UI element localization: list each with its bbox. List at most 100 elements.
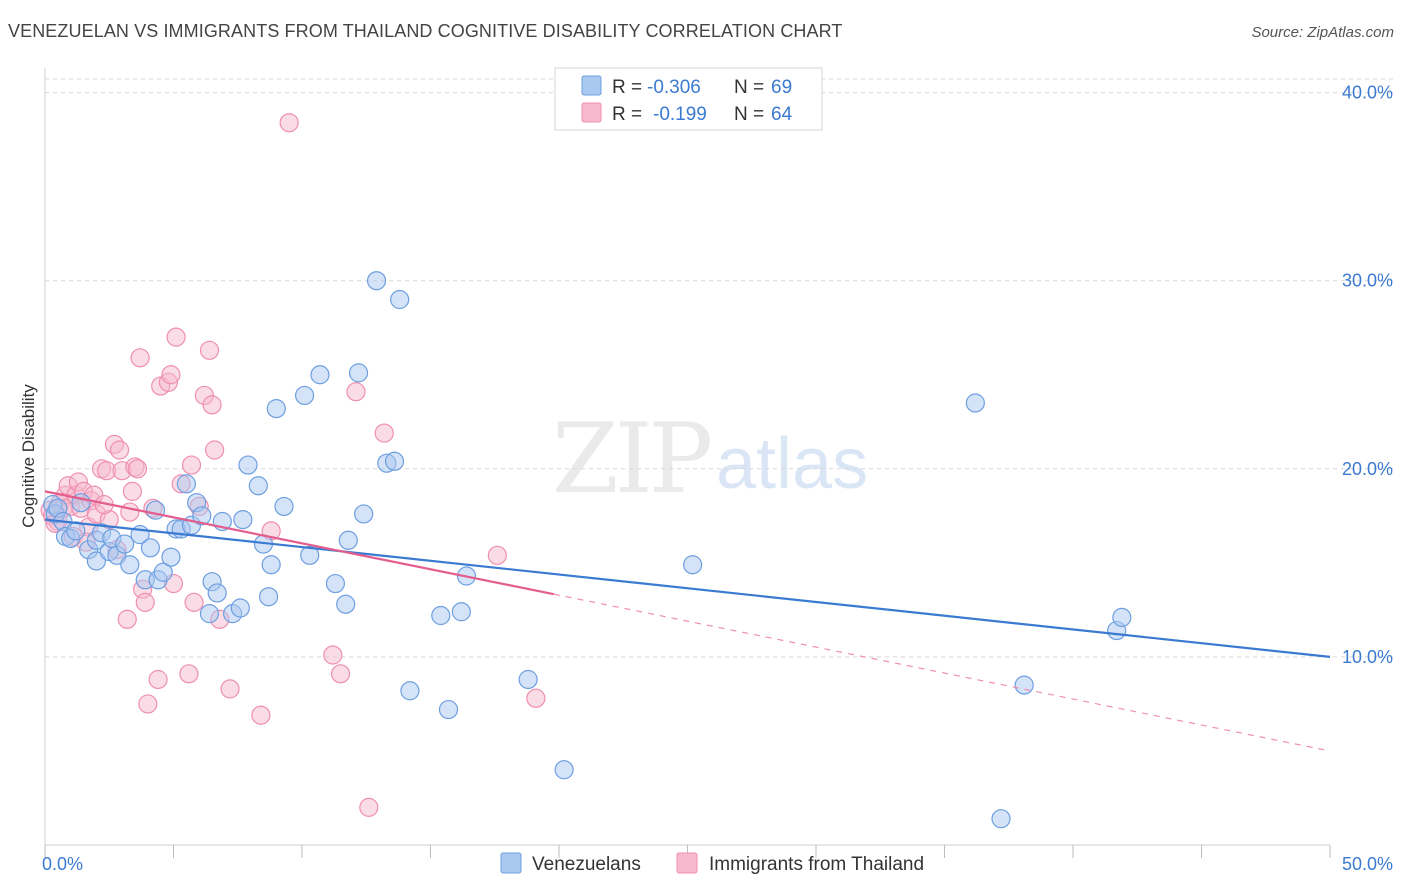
y-tick-label: 10.0% — [1342, 647, 1393, 667]
data-point-venezuelans — [115, 534, 135, 554]
data-point-venezuelans — [683, 555, 703, 575]
data-point-venezuelans — [238, 455, 258, 475]
data-point-venezuelans — [991, 809, 1011, 829]
data-point-venezuelans — [192, 506, 212, 526]
chart-title: VENEZUELAN VS IMMIGRANTS FROM THAILAND C… — [8, 21, 843, 41]
legend-r-label-2: R = — [612, 104, 642, 125]
data-point-thailand — [127, 459, 148, 479]
legend-r-value-1: -0.306 — [647, 77, 701, 98]
trend-line-thailand — [44, 490, 555, 596]
legend-n-label-2: N = — [734, 104, 764, 125]
bottom-legend-label-thailand: Immigrants from Thailand — [709, 854, 924, 875]
data-point-venezuelans — [336, 594, 356, 614]
data-point-thailand — [251, 705, 271, 725]
watermark-atlas: atlas — [716, 424, 868, 504]
y-tick-label: 40.0% — [1342, 83, 1393, 103]
trend-line-venezuelans — [44, 518, 1331, 658]
data-point-venezuelans — [438, 699, 459, 720]
data-point-thailand — [205, 440, 225, 460]
data-point-venezuelans — [354, 504, 374, 524]
watermark-zip: ZIP — [552, 403, 711, 515]
data-point-thailand — [526, 688, 546, 708]
data-point-venezuelans — [161, 547, 181, 567]
y-axis-title: Cognitive Disability — [19, 384, 38, 528]
data-point-venezuelans — [140, 538, 160, 558]
data-point-venezuelans — [230, 598, 250, 618]
series-venezuelans-points — [43, 271, 1132, 829]
legend-swatch-venezuelans — [581, 75, 602, 96]
x-tick-label-min: 0.0% — [42, 854, 83, 874]
data-point-venezuelans — [400, 681, 420, 701]
data-point-thailand — [202, 395, 222, 415]
trend-line-thailand-extrapolated — [553, 593, 1331, 752]
data-point-venezuelans — [120, 555, 140, 575]
data-point-venezuelans — [366, 271, 387, 291]
data-point-thailand — [130, 348, 150, 368]
data-point-venezuelans — [518, 669, 538, 690]
data-point-thailand — [359, 797, 379, 817]
data-point-venezuelans — [325, 573, 346, 594]
data-point-thailand — [135, 592, 155, 612]
data-point-venezuelans — [390, 289, 410, 310]
data-point-venezuelans — [176, 474, 196, 494]
legend-r-value-2: -0.199 — [653, 104, 707, 125]
x-ticks — [44, 845, 1331, 858]
watermark: ZIP atlas — [552, 403, 868, 515]
legend-swatch-thailand — [581, 102, 602, 123]
legend-n-label-1: N = — [734, 77, 764, 98]
data-point-thailand — [161, 365, 181, 385]
legend-r-label-1: R = — [612, 77, 642, 98]
data-point-thailand — [220, 679, 240, 699]
data-point-venezuelans — [294, 385, 315, 406]
series-legend: Venezuelans Immigrants from Thailand — [500, 852, 924, 875]
trend-lines — [44, 490, 1331, 752]
data-point-venezuelans — [310, 365, 330, 385]
data-point-venezuelans — [1112, 607, 1132, 628]
data-point-thailand — [120, 502, 140, 522]
data-point-thailand — [166, 327, 186, 347]
series-thailand-points — [40, 113, 546, 817]
data-point-thailand — [117, 609, 137, 629]
data-point-venezuelans — [300, 545, 320, 565]
bottom-legend-swatch-thailand — [676, 852, 698, 874]
y-tick-label: 30.0% — [1342, 271, 1393, 291]
data-point-venezuelans — [145, 500, 166, 520]
data-point-thailand — [323, 645, 343, 665]
source-credit: Source: ZipAtlas.com — [1251, 24, 1394, 41]
y-tick-labels: 10.0% 20.0% 30.0% 40.0% — [1342, 83, 1393, 667]
data-point-thailand — [109, 440, 130, 460]
data-point-thailand — [148, 669, 168, 690]
data-point-thailand — [330, 664, 351, 684]
data-point-thailand — [179, 664, 199, 684]
grid-lines — [45, 78, 1395, 658]
legend-n-value-1: 69 — [771, 77, 792, 98]
legend-n-value-2: 64 — [771, 104, 793, 125]
data-point-venezuelans — [338, 530, 358, 550]
data-point-thailand — [122, 481, 142, 501]
bottom-legend-swatch-venezuelans — [500, 852, 522, 874]
data-point-venezuelans — [1014, 675, 1034, 695]
data-point-thailand — [184, 592, 204, 612]
data-point-venezuelans — [258, 587, 279, 607]
data-point-venezuelans — [261, 555, 281, 575]
data-point-venezuelans — [207, 583, 227, 603]
data-point-venezuelans — [153, 562, 173, 582]
correlation-legend: R = -0.306 N = 69 R = -0.199 N = 64 — [554, 67, 823, 131]
x-tick-label-max: 50.0% — [1342, 854, 1393, 874]
data-point-venezuelans — [274, 496, 294, 517]
data-point-thailand — [346, 382, 366, 402]
data-point-venezuelans — [248, 476, 268, 496]
data-point-venezuelans — [199, 604, 220, 624]
data-point-thailand — [199, 340, 220, 360]
data-point-thailand — [181, 455, 202, 475]
data-point-venezuelans — [965, 393, 985, 413]
data-point-venezuelans — [431, 605, 451, 626]
data-point-thailand — [374, 423, 394, 443]
bottom-legend-label-venezuelans: Venezuelans — [532, 854, 641, 875]
data-point-venezuelans — [554, 760, 574, 780]
y-tick-label: 20.0% — [1342, 459, 1393, 479]
data-point-thailand — [279, 113, 299, 133]
data-point-venezuelans — [451, 602, 471, 622]
data-point-thailand — [487, 545, 507, 565]
